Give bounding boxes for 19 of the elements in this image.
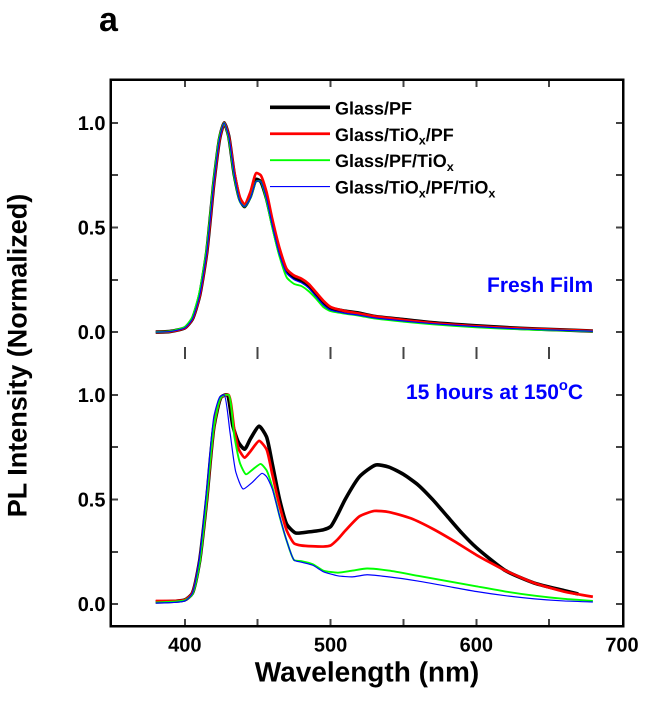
- legend-label: Glass/TiO$_{x}$/PF/TiO$_{x}$: [335, 178, 496, 200]
- y-axis-title: PL Intensity (Normalized): [2, 192, 34, 520]
- y-tick-label: 0.5: [78, 217, 106, 240]
- x-tick-label: 700: [605, 634, 639, 656]
- text: a: [99, 1, 119, 39]
- x-tick-label: 600: [460, 634, 493, 656]
- x-tick-label: 400: [168, 634, 202, 656]
- y-tick-label: 0.5: [78, 489, 106, 512]
- y-tick-label: 0.0: [78, 594, 106, 616]
- y-tick-label: 1.0: [78, 112, 106, 135]
- y-tick-label: 0.0: [78, 322, 106, 344]
- y-tick-label: 1.0: [78, 384, 106, 407]
- legend-label: Glass/PF/TiO$_{x}$: [335, 151, 454, 174]
- x-tick-label: 500: [314, 634, 348, 656]
- legend-label: Glass/PF: [335, 98, 412, 118]
- annotation: 15 hours at 150$^{o}$C: [406, 378, 584, 404]
- annotation: Fresh Film: [487, 274, 594, 297]
- x-axis-title: Wavelength (nm): [254, 656, 480, 688]
- legend-label: Glass/TiO$_{x}$/PF: [335, 124, 454, 148]
